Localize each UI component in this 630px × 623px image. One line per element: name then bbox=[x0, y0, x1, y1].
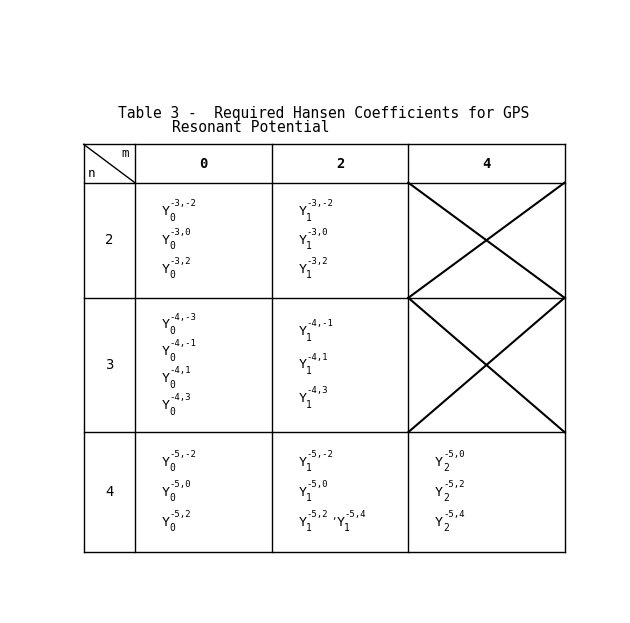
Text: Y: Y bbox=[162, 205, 169, 218]
Text: -5,0: -5,0 bbox=[306, 480, 328, 489]
Text: -3,-2: -3,-2 bbox=[306, 199, 333, 208]
Text: Y: Y bbox=[162, 516, 169, 528]
Text: -4,-1: -4,-1 bbox=[306, 319, 333, 328]
Text: -3,2: -3,2 bbox=[306, 257, 328, 266]
Text: 0: 0 bbox=[169, 270, 175, 280]
Text: 4: 4 bbox=[105, 485, 113, 499]
Text: -3,2: -3,2 bbox=[169, 257, 191, 266]
Text: -5,4: -5,4 bbox=[443, 510, 464, 519]
Text: ,: , bbox=[331, 512, 337, 521]
Text: Y: Y bbox=[162, 455, 169, 468]
Text: n: n bbox=[88, 168, 95, 180]
Text: -5,2: -5,2 bbox=[306, 510, 328, 519]
Text: Y: Y bbox=[162, 318, 169, 331]
Text: 1: 1 bbox=[306, 212, 312, 222]
Text: -4,-1: -4,-1 bbox=[169, 340, 197, 348]
Text: -5,0: -5,0 bbox=[169, 480, 191, 489]
Text: -4,1: -4,1 bbox=[169, 366, 191, 375]
Text: Y: Y bbox=[299, 358, 306, 371]
Text: 3: 3 bbox=[105, 358, 113, 372]
Text: 0: 0 bbox=[169, 523, 175, 533]
Text: Y: Y bbox=[435, 455, 443, 468]
Text: Y: Y bbox=[299, 455, 306, 468]
Text: Y: Y bbox=[299, 205, 306, 218]
Text: Y: Y bbox=[336, 516, 345, 528]
Text: 0: 0 bbox=[169, 326, 175, 336]
Text: Y: Y bbox=[299, 516, 306, 528]
Text: 1: 1 bbox=[306, 242, 312, 252]
Text: -4,-3: -4,-3 bbox=[169, 313, 197, 321]
Text: Y: Y bbox=[299, 325, 306, 338]
Text: 0: 0 bbox=[169, 212, 175, 222]
Text: 0: 0 bbox=[199, 156, 207, 171]
Text: 2: 2 bbox=[336, 156, 344, 171]
Text: -5,0: -5,0 bbox=[443, 450, 464, 459]
Text: 1: 1 bbox=[306, 366, 312, 376]
Text: 1: 1 bbox=[306, 333, 312, 343]
Text: 0: 0 bbox=[169, 242, 175, 252]
Text: -5,2: -5,2 bbox=[443, 480, 464, 489]
Text: Resonant Potential: Resonant Potential bbox=[171, 120, 329, 135]
Text: -3,0: -3,0 bbox=[306, 228, 328, 237]
Text: Y: Y bbox=[162, 234, 169, 247]
Text: -5,-2: -5,-2 bbox=[169, 450, 197, 459]
Text: 1: 1 bbox=[345, 523, 350, 533]
Text: Y: Y bbox=[162, 372, 169, 385]
Text: -4,3: -4,3 bbox=[169, 393, 191, 402]
Text: 0: 0 bbox=[169, 353, 175, 363]
Text: Y: Y bbox=[162, 485, 169, 498]
Text: 0: 0 bbox=[169, 407, 175, 417]
Text: 4: 4 bbox=[482, 156, 491, 171]
Text: -5,-2: -5,-2 bbox=[306, 450, 333, 459]
Text: 1: 1 bbox=[306, 464, 312, 473]
Text: 1: 1 bbox=[306, 493, 312, 503]
Text: Y: Y bbox=[435, 516, 443, 528]
Text: 1: 1 bbox=[306, 270, 312, 280]
Text: 0: 0 bbox=[169, 493, 175, 503]
Text: Table 3 -  Required Hansen Coefficients for GPS: Table 3 - Required Hansen Coefficients f… bbox=[118, 106, 529, 121]
Text: -5,4: -5,4 bbox=[345, 510, 366, 519]
Text: -5,2: -5,2 bbox=[169, 510, 191, 519]
Text: 2: 2 bbox=[105, 233, 113, 247]
Text: Y: Y bbox=[299, 392, 306, 405]
Text: -3,0: -3,0 bbox=[169, 228, 191, 237]
Text: 2: 2 bbox=[443, 523, 449, 533]
Text: Y: Y bbox=[162, 345, 169, 358]
Text: 1: 1 bbox=[306, 400, 312, 410]
Text: 0: 0 bbox=[169, 379, 175, 389]
Text: Y: Y bbox=[435, 485, 443, 498]
Text: -3,-2: -3,-2 bbox=[169, 199, 197, 208]
Text: Y: Y bbox=[162, 399, 169, 412]
Text: Y: Y bbox=[162, 262, 169, 275]
Text: Y: Y bbox=[299, 262, 306, 275]
Text: 1: 1 bbox=[306, 523, 312, 533]
Text: Y: Y bbox=[299, 234, 306, 247]
Text: 0: 0 bbox=[169, 464, 175, 473]
Text: -4,3: -4,3 bbox=[306, 386, 328, 396]
Text: 2: 2 bbox=[443, 493, 449, 503]
Text: Y: Y bbox=[299, 485, 306, 498]
Text: -4,1: -4,1 bbox=[306, 353, 328, 362]
Text: 2: 2 bbox=[443, 464, 449, 473]
Text: m: m bbox=[122, 147, 129, 159]
